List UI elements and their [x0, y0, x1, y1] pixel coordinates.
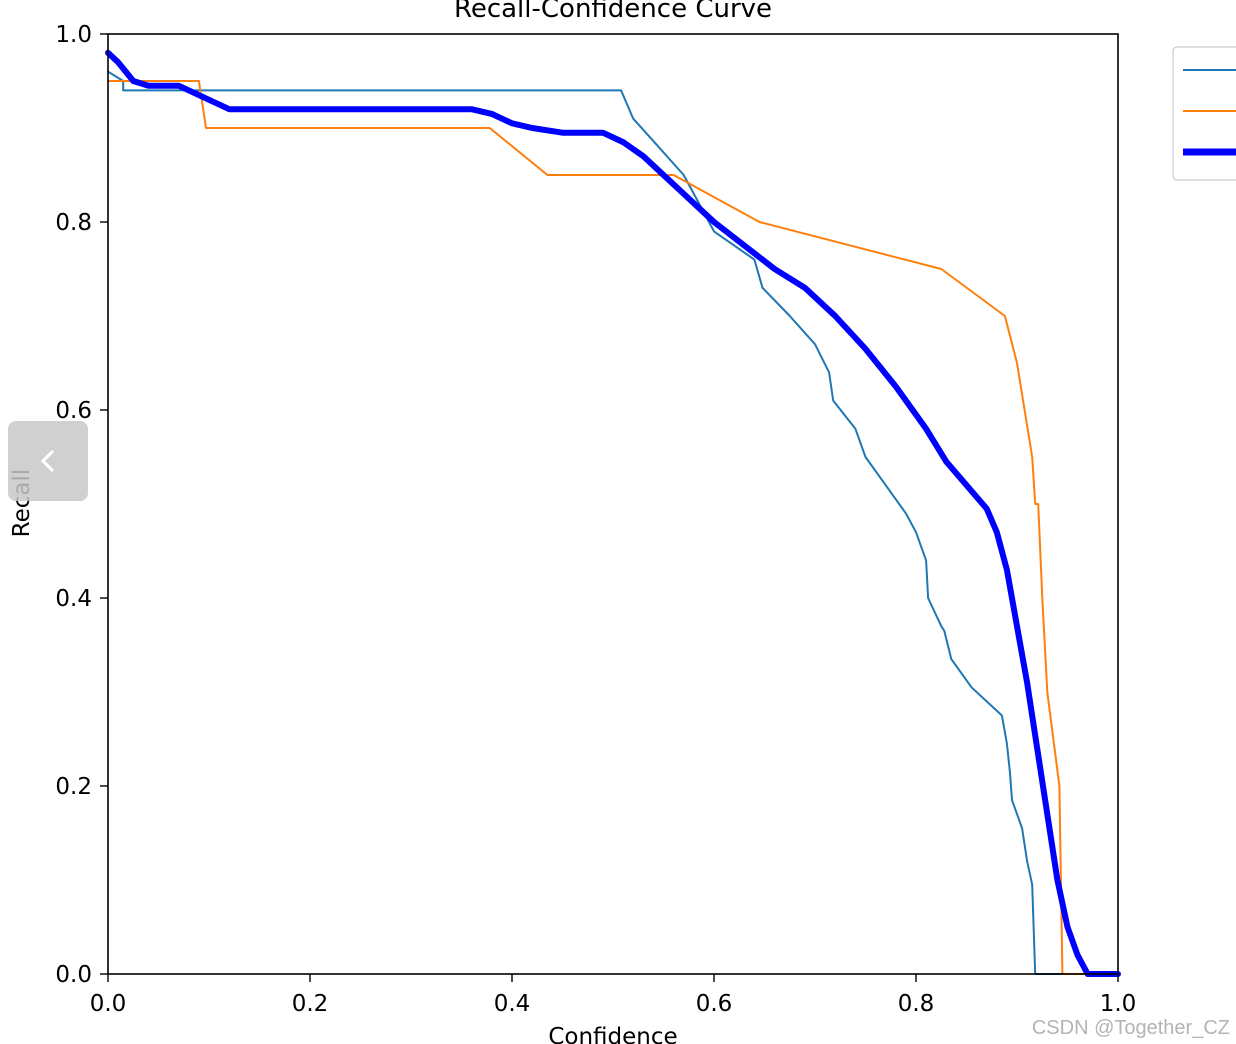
series-line-2: [107, 80, 1119, 975]
x-tick-label: 0.4: [494, 991, 531, 1017]
series-line-3: [105, 49, 1121, 977]
legend: [1172, 46, 1236, 181]
chart-title: Recall-Confidence Curve: [454, 0, 772, 24]
y-tick-label: 0.8: [55, 210, 92, 236]
legend-box: [1172, 46, 1236, 181]
back-button[interactable]: [8, 421, 88, 501]
x-tick-label: 0.2: [292, 991, 329, 1017]
x-tick-label: 0.0: [90, 991, 127, 1017]
y-tick-label: 0.4: [55, 586, 92, 612]
y-tick-label: 1.0: [55, 22, 92, 48]
plot-frame: [107, 33, 1119, 975]
chevron-left-icon: [40, 449, 55, 473]
series-layer: [105, 49, 1121, 977]
axis-layer: 0.0 0.2 0.4 0.6 0.8 1.0 0.0 0.2 0.4 0.6 0.8 1.0: [55, 22, 1136, 1017]
x-tick-label: 1.0: [1100, 991, 1137, 1017]
series-line-1: [107, 70, 1119, 975]
watermark: CSDN @Together_CZ: [1031, 1017, 1230, 1039]
x-tick-label: 0.8: [898, 991, 935, 1017]
x-tick-label: 0.6: [696, 991, 733, 1017]
x-axis-title: Confidence: [548, 1024, 677, 1044]
y-tick-label: 0.0: [55, 962, 92, 988]
y-tick-label: 0.2: [55, 774, 92, 800]
y-tick-label: 0.6: [55, 398, 92, 424]
